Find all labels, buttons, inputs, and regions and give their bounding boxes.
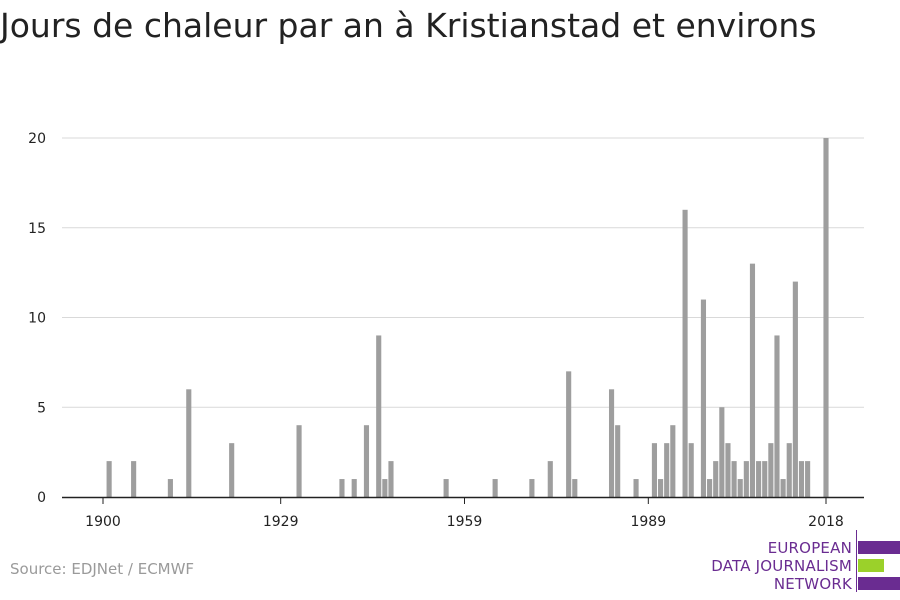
y-tick-label: 0 <box>37 490 46 506</box>
bar <box>492 479 498 497</box>
bar <box>731 461 737 497</box>
y-tick-label: 20 <box>28 131 46 147</box>
bar <box>351 479 357 497</box>
bar <box>443 479 449 497</box>
logo-bar-green <box>858 559 884 572</box>
bar <box>768 443 774 497</box>
x-tick-label: 2018 <box>808 514 844 530</box>
bar <box>719 407 725 497</box>
bar <box>382 479 388 497</box>
gridlines <box>62 137 864 408</box>
logo-line-3: NETWORK <box>773 575 852 593</box>
x-axis-ticks: 1900 1929 1959 1989 2018 <box>85 497 844 530</box>
logo-line-2: DATA JOURNALISM <box>711 557 852 575</box>
logo-bar-purple-top <box>858 541 900 554</box>
bar <box>774 335 780 497</box>
bar <box>363 425 370 497</box>
bar <box>651 443 658 497</box>
bar <box>339 479 345 497</box>
x-tick-label: 1929 <box>263 514 299 530</box>
bar <box>615 425 621 497</box>
y-tick-label: 5 <box>37 400 46 416</box>
bar <box>106 461 112 497</box>
logo-divider <box>856 530 857 592</box>
bar <box>388 461 394 497</box>
bar <box>805 461 811 497</box>
bar <box>749 263 756 497</box>
y-tick-label: 15 <box>28 221 46 237</box>
bar <box>688 443 694 497</box>
y-axis-ticks: 0 5 10 15 20 <box>28 131 46 506</box>
source-note: Source: EDJNet / ECMWF <box>10 560 195 578</box>
bar <box>664 443 670 497</box>
x-tick-label: 1989 <box>630 514 666 530</box>
bar <box>547 461 553 497</box>
bar <box>713 461 719 497</box>
bar <box>798 461 805 497</box>
bar <box>780 479 786 497</box>
x-tick-label: 1959 <box>447 514 483 530</box>
bar <box>823 138 829 497</box>
bar <box>743 461 749 497</box>
edjnet-logo: EUROPEAN DATA JOURNALISM NETWORK <box>700 530 900 596</box>
bar <box>786 443 792 497</box>
bar <box>700 299 707 497</box>
bar <box>682 209 688 498</box>
bar <box>792 281 798 497</box>
bar <box>658 479 664 497</box>
bar <box>762 461 768 497</box>
bar <box>529 479 535 497</box>
bar <box>608 389 615 497</box>
bars <box>106 138 829 498</box>
bar <box>725 443 731 497</box>
y-tick-label: 10 <box>28 311 46 327</box>
bar <box>229 443 235 497</box>
bar <box>670 425 676 497</box>
bar <box>566 371 572 497</box>
bar <box>186 389 192 497</box>
bar <box>756 461 762 497</box>
bar <box>572 479 578 497</box>
chart-title: Jours de chaleur par an à Kristianstad e… <box>0 6 817 45</box>
bar <box>707 479 713 497</box>
logo-line-1: EUROPEAN <box>767 539 852 557</box>
bar <box>376 335 382 497</box>
bar <box>737 479 743 497</box>
x-tick-label: 1900 <box>85 514 121 530</box>
bar <box>131 461 137 497</box>
bar <box>167 479 173 497</box>
bar <box>633 479 639 497</box>
bar <box>296 425 302 497</box>
logo-bar-purple-bottom <box>858 577 900 590</box>
